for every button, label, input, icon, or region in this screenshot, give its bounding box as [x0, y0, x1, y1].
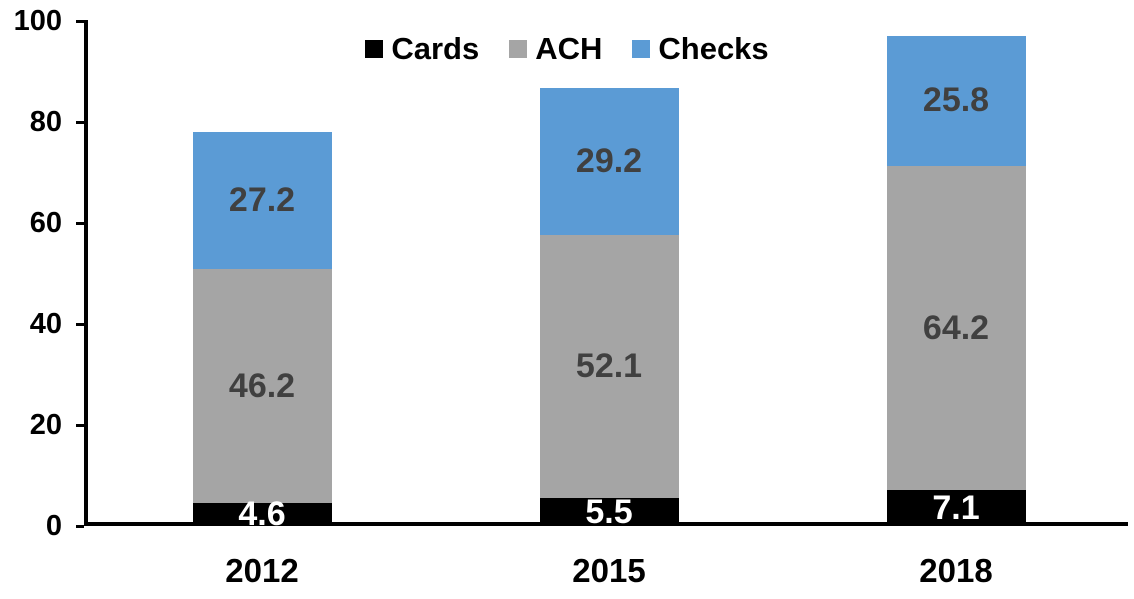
bar-value-label-ach-2015: 52.1 [575, 347, 643, 386]
legend-item-checks: Checks [632, 31, 769, 66]
y-tick-label: 60 [29, 207, 62, 239]
y-axis-tick [76, 524, 84, 528]
bar-segment-cards-2018 [886, 490, 1026, 526]
y-axis-line [84, 20, 88, 526]
legend-item-ach: ACH [509, 33, 602, 64]
legend-label-ach: ACH [535, 31, 603, 66]
legend-label-cards: Cards [391, 31, 480, 66]
x-axis-label-2018: 2018 [919, 552, 993, 589]
bar-segment-cards-2015 [539, 498, 679, 526]
legend-label-checks: Checks [658, 31, 769, 66]
y-tick-label: 0 [45, 510, 62, 542]
y-axis-tick [76, 322, 84, 326]
bar-value-label-ach-2018: 64.2 [922, 308, 990, 347]
legend-swatch-cards [365, 39, 384, 58]
y-tick-label: 20 [29, 409, 62, 441]
y-axis-tick [76, 19, 84, 23]
bar-segment-checks-2018 [886, 35, 1026, 166]
x-axis-label-2015: 2015 [572, 552, 646, 589]
bar-value-label-checks-2018: 25.8 [922, 81, 990, 120]
x-axis-line [84, 522, 1128, 526]
bar-value-label-cards-2018: 7.1 [932, 488, 980, 527]
chart-legend: Cards ACH Checks [0, 33, 1134, 64]
legend-swatch-checks [632, 39, 651, 58]
legend-swatch-ach [509, 39, 528, 58]
bar-value-label-cards-2015: 5.5 [585, 492, 633, 531]
y-axis-tick [76, 120, 84, 124]
bar-segment-ach-2015 [539, 235, 679, 499]
bar-segment-checks-2012 [192, 132, 332, 270]
y-axis-tick [76, 423, 84, 427]
y-tick-label: 100 [13, 5, 62, 37]
y-tick-label: 40 [29, 308, 62, 340]
bar-segment-cards-2012 [192, 502, 332, 526]
bar-segment-ach-2018 [886, 165, 1026, 491]
y-axis-tick [76, 221, 84, 225]
bar-value-label-ach-2012: 46.2 [228, 366, 296, 405]
bar-value-label-checks-2015: 29.2 [575, 141, 643, 180]
bar-segment-checks-2015 [539, 87, 679, 236]
legend-item-cards: Cards [365, 33, 479, 64]
bar-value-label-cards-2012: 4.6 [238, 494, 286, 533]
bar-segment-ach-2012 [192, 269, 332, 503]
y-tick-label: 80 [29, 106, 62, 138]
x-axis-label-2012: 2012 [225, 552, 299, 589]
bar-value-label-checks-2012: 27.2 [228, 181, 296, 220]
